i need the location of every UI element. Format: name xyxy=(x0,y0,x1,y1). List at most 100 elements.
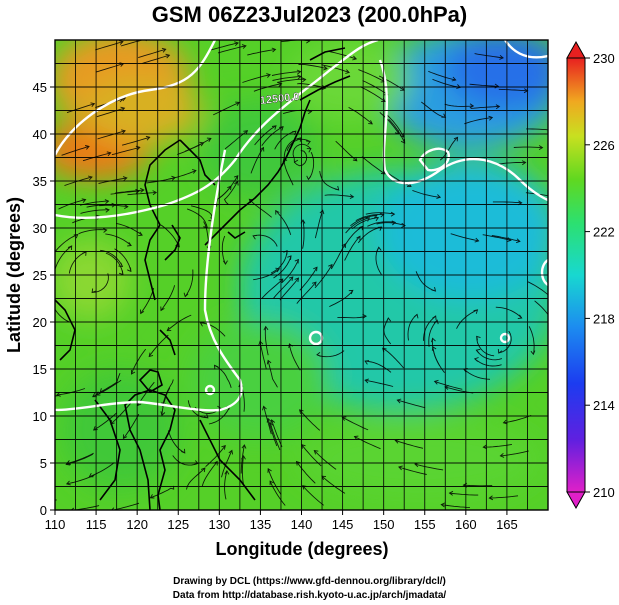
streamline-arrow xyxy=(482,444,488,450)
streamline-arrow xyxy=(530,350,536,356)
streamline-arrow xyxy=(550,319,554,323)
streamline-arrow xyxy=(288,276,294,281)
streamline xyxy=(476,349,503,361)
streamline-arrow xyxy=(316,351,321,357)
streamline xyxy=(250,147,264,174)
streamline xyxy=(224,470,228,500)
colorbar-tick-label: 214 xyxy=(593,398,615,413)
streamline-arrow xyxy=(499,54,504,60)
y-tick-label: 30 xyxy=(33,221,47,236)
y-tick-label: 20 xyxy=(33,315,47,330)
streamline xyxy=(135,40,140,41)
streamline xyxy=(186,208,208,228)
streamline xyxy=(242,74,271,83)
streamline xyxy=(55,245,72,270)
streamline xyxy=(463,484,493,487)
streamline-arrow xyxy=(203,413,209,419)
streamline xyxy=(274,130,297,150)
streamline-arrow xyxy=(233,175,239,180)
streamline-arrow xyxy=(181,448,186,454)
streamline-arrow xyxy=(298,409,304,414)
streamline xyxy=(110,190,140,195)
streamline-arrow xyxy=(243,130,249,135)
streamline-arrow xyxy=(328,263,333,269)
streamline xyxy=(213,101,240,116)
streamline-arrow xyxy=(398,465,403,471)
streamline-arrow xyxy=(377,226,383,231)
streamline-arrow xyxy=(81,198,87,203)
streamline-arrow xyxy=(122,434,128,440)
streamline-arrow xyxy=(474,237,480,243)
streamline xyxy=(241,455,244,485)
streamline xyxy=(281,259,299,284)
streamline xyxy=(240,444,245,474)
streamline-arrow xyxy=(263,325,269,331)
streamline-arrow xyxy=(241,444,247,449)
streamline-arrow xyxy=(476,335,481,341)
streamline xyxy=(55,308,70,323)
streamline xyxy=(489,495,519,499)
streamline-arrow xyxy=(293,158,299,163)
streamline-arrow xyxy=(127,267,132,273)
x-tick-label: 150 xyxy=(373,517,395,532)
colorbar-tick-label: 222 xyxy=(593,225,615,240)
streamline-arrow xyxy=(551,128,555,132)
streamline-arrow xyxy=(313,266,318,272)
streamline xyxy=(286,138,311,152)
streamline-arrow xyxy=(517,314,523,320)
streamline xyxy=(177,142,204,155)
streamline xyxy=(261,126,284,146)
streamline xyxy=(527,281,548,296)
streamline-arrow xyxy=(502,419,508,425)
x-axis-label: Longitude (degrees) xyxy=(215,539,388,559)
streamline-arrow xyxy=(469,103,475,109)
streamline-arrow xyxy=(160,411,166,417)
streamline xyxy=(450,233,479,242)
streamline-arrow xyxy=(499,452,505,458)
y-tick-label: 0 xyxy=(40,503,47,518)
streamline-arrow xyxy=(104,199,110,204)
streamline-arrow xyxy=(390,211,396,217)
streamline xyxy=(496,161,526,165)
streamline xyxy=(348,107,373,125)
y-tick-label: 40 xyxy=(33,127,47,142)
streamline-arrow xyxy=(31,395,35,399)
x-tick-label: 145 xyxy=(332,517,354,532)
streamline-arrow xyxy=(235,101,240,107)
streamline xyxy=(367,221,396,227)
streamline xyxy=(221,450,233,478)
streamline xyxy=(302,219,305,249)
streamline-arrow xyxy=(352,156,358,162)
streamline xyxy=(223,181,238,205)
streamline-arrow xyxy=(199,322,205,327)
streamline-arrow xyxy=(296,137,302,142)
streamline-arrow xyxy=(497,348,503,354)
streamline-arrow xyxy=(183,292,189,298)
streamline-arrow xyxy=(65,461,71,466)
streamline-arrow xyxy=(161,47,167,53)
streamline-arrow xyxy=(203,223,208,229)
streamline-arrow xyxy=(362,313,367,319)
streamline-arrow xyxy=(306,140,311,145)
streamline xyxy=(140,287,155,314)
streamline-arrow xyxy=(234,180,239,186)
streamline-arrow xyxy=(118,40,124,45)
streamline-arrow xyxy=(538,145,544,150)
streamline-arrow xyxy=(241,44,247,49)
x-tick-label: 125 xyxy=(167,517,189,532)
streamline xyxy=(361,156,386,175)
x-tick-label: 140 xyxy=(291,517,313,532)
streamline xyxy=(343,225,364,248)
streamline xyxy=(376,222,406,227)
streamline-arrow xyxy=(269,480,274,486)
streamline-arrow xyxy=(149,494,155,499)
streamline xyxy=(264,326,269,356)
streamline xyxy=(99,204,128,208)
streamline-arrow xyxy=(551,194,555,198)
y-tick-label: 10 xyxy=(33,409,47,424)
streamline xyxy=(82,152,111,162)
streamline-arrow xyxy=(271,47,277,53)
streamline xyxy=(208,405,231,425)
streamline-arrow xyxy=(111,507,115,510)
x-axis: 110 115 120 125 130 135 140 145 150 155 160 165 xyxy=(45,510,518,532)
